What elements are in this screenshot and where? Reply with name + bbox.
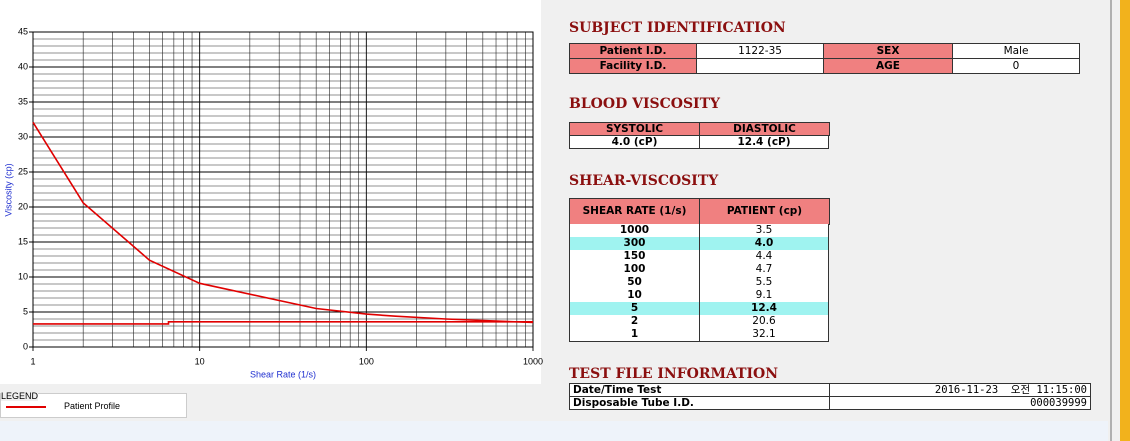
table-cell: Disposable Tube I.D.: [569, 396, 830, 410]
x-tick-label: 10: [195, 356, 205, 366]
legend-title: LEGEND: [1, 391, 39, 401]
plot-frame: [32, 31, 534, 348]
table-cell: DIASTOLIC: [699, 122, 830, 136]
table-cell: 4.4: [699, 250, 829, 264]
table-cell: 2: [569, 315, 700, 329]
y-tick-label: 45: [18, 26, 28, 36]
chart-bg: [0, 0, 541, 384]
table-cell: 0: [952, 58, 1080, 74]
y-tick-label: 35: [18, 96, 28, 106]
table-cell: SHEAR RATE (1/s): [569, 198, 700, 225]
series-line: [32, 121, 534, 324]
table-cell: 2016-11-23 오전 11:15:00: [829, 383, 1091, 397]
table-cell: 5.5: [699, 276, 829, 290]
section-title: SHEAR-VISCOSITY: [569, 173, 719, 189]
table-cell: 100: [569, 263, 700, 277]
section-title: BLOOD VISCOSITY: [569, 96, 721, 112]
x-tick-label: 1: [30, 356, 35, 366]
table-cell: 1: [569, 328, 700, 342]
x-tick-label: 100: [359, 356, 374, 366]
table-cell: 50: [569, 276, 700, 290]
section-title: SUBJECT IDENTIFICATION: [569, 20, 786, 36]
y-tick-label: 20: [18, 201, 28, 211]
table-cell: 000039999: [829, 396, 1091, 410]
table-cell: PATIENT (cp): [699, 198, 830, 225]
y-tick-label: 30: [18, 131, 28, 141]
y-tick-label: 15: [18, 236, 28, 246]
y-tick-label: 25: [18, 166, 28, 176]
table-cell: 10: [569, 289, 700, 303]
table-cell: Male: [952, 43, 1080, 59]
table-cell: 32.1: [699, 328, 829, 342]
table-cell: Facility I.D.: [569, 58, 697, 74]
x-tick-label: 1000: [523, 356, 543, 366]
section-title: TEST FILE INFORMATION: [569, 366, 779, 382]
table-cell: 300: [569, 237, 700, 251]
chart: Shear Rate (1/s) Viscosity (cp) 0 5 10 15 20…: [0, 0, 543, 384]
y-tick-label: 10: [18, 271, 28, 281]
table-cell: AGE: [823, 58, 953, 74]
table-cell: 12.4 (cP): [699, 135, 829, 149]
table-cell: 9.1: [699, 289, 829, 303]
x-axis-label: Shear Rate (1/s): [250, 369, 316, 379]
table-cell: 1000: [569, 224, 700, 238]
legend: LEGEND Patient Profile: [0, 391, 187, 418]
table-cell: SEX: [823, 43, 953, 59]
y-tick-label: 40: [18, 61, 28, 71]
table-cell: SYSTOLIC: [569, 122, 700, 136]
table-cell: 150: [569, 250, 700, 264]
legend-swatch: [6, 406, 46, 408]
table-cell: Date/Time Test: [569, 383, 830, 397]
side-bar: [1120, 0, 1130, 441]
bottom-strip: [0, 421, 1108, 441]
table-cell: 4.7: [699, 263, 829, 277]
y-tick-label: 5: [23, 306, 28, 316]
y-axis-label: Viscosity (cp): [3, 163, 13, 216]
legend-label: Patient Profile: [64, 401, 121, 411]
table-cell: Patient I.D.: [569, 43, 697, 59]
series-line: [33, 320, 533, 325]
table-cell: 4.0: [699, 237, 829, 251]
y-tick-label: 0: [23, 341, 28, 351]
scroll-edge: [1110, 0, 1112, 441]
table-cell: 5: [569, 302, 700, 316]
table-cell: 3.5: [699, 224, 829, 238]
table-cell: 4.0 (cP): [569, 135, 700, 149]
table-cell: [696, 58, 824, 74]
table-cell: 20.6: [699, 315, 829, 329]
table-cell: 12.4: [699, 302, 829, 316]
table-cell: 1122-35: [696, 43, 824, 59]
